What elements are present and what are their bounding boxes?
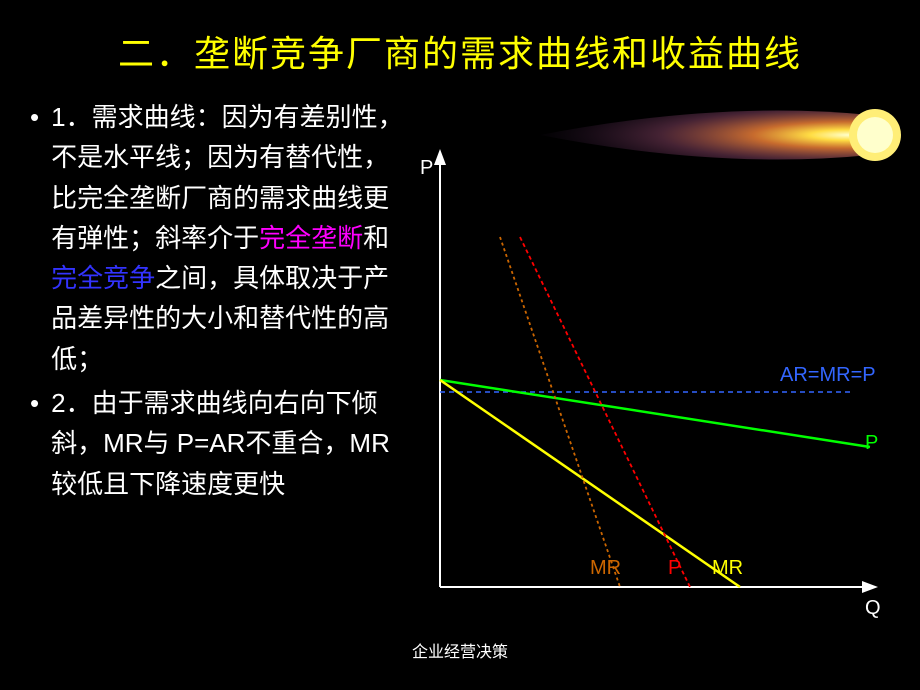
y-axis-arrow (434, 149, 446, 165)
green-p-line (440, 380, 870, 447)
highlight-competition: 完全竞争 (51, 263, 155, 293)
footer-text: 企业经营决策 (412, 638, 508, 662)
bullet-1-mid: 和 (363, 223, 389, 253)
content-area: • 1．需求曲线：因为有差别性，不是水平线；因为有替代性，比完全垄断厂商的需求曲… (0, 77, 920, 617)
mr-brown-label: MR (590, 557, 621, 580)
bullet-2-text: 2．由于需求曲线向右向下倾斜，MR与 P=AR不重合，MR较低且下降速度更快 (51, 383, 410, 504)
y-axis-label: P (420, 157, 433, 180)
p-red-label: P (668, 557, 681, 580)
bullet-2: • 2．由于需求曲线向右向下倾斜，MR与 P=AR不重合，MR较低且下降速度更快 (30, 383, 410, 504)
bullet-1: • 1．需求曲线：因为有差别性，不是水平线；因为有替代性，比完全垄断厂商的需求曲… (30, 97, 410, 379)
text-column: • 1．需求曲线：因为有差别性，不是水平线；因为有替代性，比完全垄断厂商的需求曲… (30, 97, 410, 617)
bullet-dot: • (30, 97, 39, 379)
page-title: 二．垄断竞争厂商的需求曲线和收益曲线 (0, 0, 920, 77)
highlight-monopoly: 完全垄断 (259, 223, 363, 253)
x-axis-label: Q (865, 597, 881, 620)
ar-mr-p-label: AR=MR=P (780, 364, 876, 387)
economics-chart: P Q AR=MR=P P MR P MR (410, 97, 890, 617)
red-p-line (520, 237, 690, 587)
p-green-label: P (865, 432, 878, 455)
yellow-mr-line (440, 380, 740, 587)
x-axis-arrow (862, 581, 878, 593)
bullet-1-text: 1．需求曲线：因为有差别性，不是水平线；因为有替代性，比完全垄断厂商的需求曲线更… (51, 97, 410, 379)
mr-yellow-label: MR (712, 557, 743, 580)
brown-mr-line (500, 237, 620, 587)
bullet-dot: • (30, 383, 39, 504)
